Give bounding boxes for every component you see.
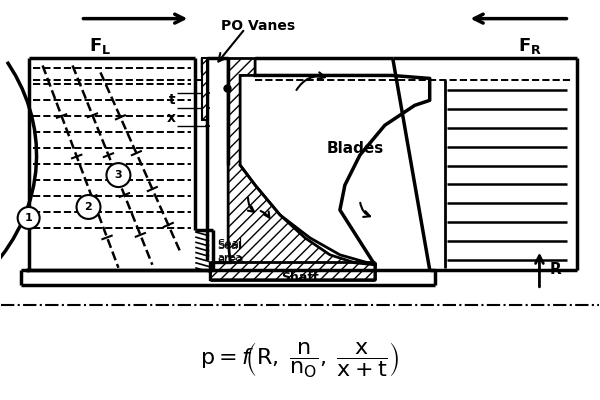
Text: $\mathrm{p} = f\!\left(\mathrm{R},\;\dfrac{\mathrm{n}}{\mathrm{n}_\mathrm{O}},\;: $\mathrm{p} = f\!\left(\mathrm{R},\;\dfr… xyxy=(200,340,400,379)
Circle shape xyxy=(77,195,100,219)
Text: Shaft: Shaft xyxy=(281,271,319,284)
Circle shape xyxy=(106,163,130,187)
Text: t: t xyxy=(169,93,175,107)
Text: R: R xyxy=(550,262,561,277)
Polygon shape xyxy=(210,58,375,280)
Polygon shape xyxy=(202,58,207,120)
Text: 1: 1 xyxy=(25,213,32,223)
Text: PO Vanes: PO Vanes xyxy=(221,19,295,33)
Text: x: x xyxy=(166,111,175,125)
Text: Seal
area: Seal area xyxy=(217,241,242,263)
Text: 3: 3 xyxy=(115,170,122,180)
Text: $\mathbf{F_R}$: $\mathbf{F_R}$ xyxy=(518,36,541,56)
Text: $\mathbf{F_L}$: $\mathbf{F_L}$ xyxy=(89,36,112,56)
Circle shape xyxy=(17,207,40,229)
Text: Seal
area: Seal area xyxy=(217,238,244,266)
Text: 2: 2 xyxy=(85,202,92,212)
Text: Blades: Blades xyxy=(326,141,383,156)
